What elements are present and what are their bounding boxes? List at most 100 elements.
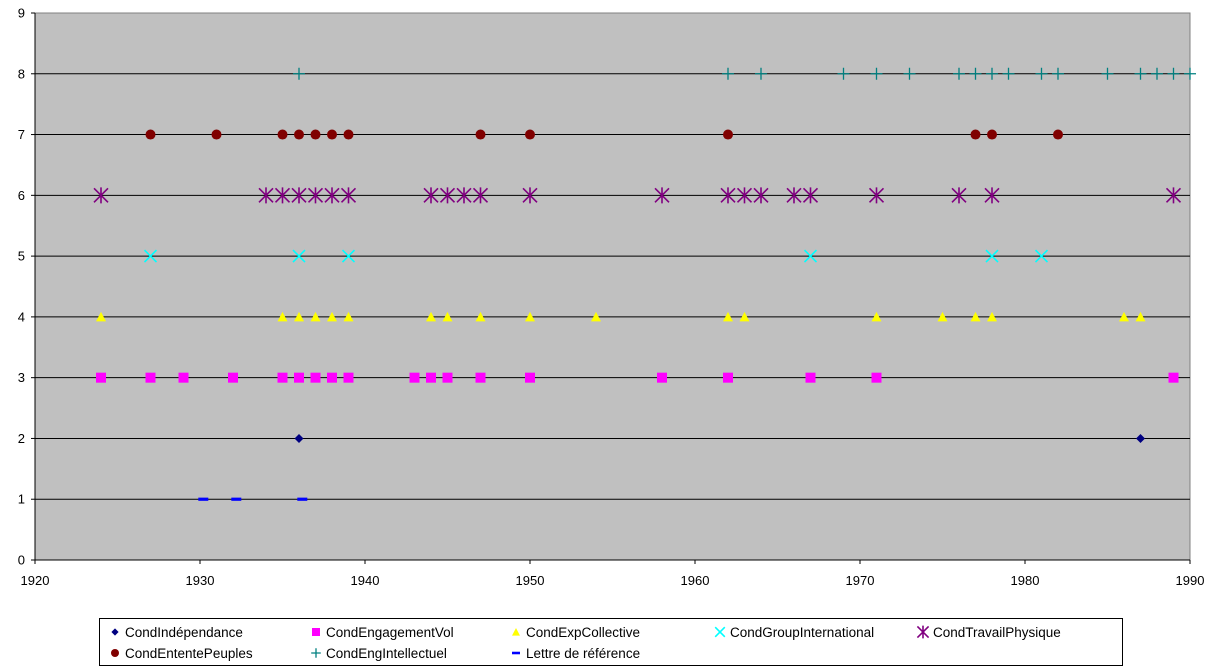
legend-label: CondExpCollective <box>526 624 641 640</box>
data-point <box>739 311 750 322</box>
data-point <box>343 311 354 322</box>
series-square <box>96 372 1179 383</box>
y-tick-label: 7 <box>18 127 25 142</box>
axes <box>34 13 1190 561</box>
data-point <box>324 187 340 204</box>
data-point <box>310 311 321 322</box>
data-point <box>1184 67 1196 80</box>
data-point <box>277 311 288 322</box>
plot-area <box>34 12 1191 561</box>
data-point <box>1167 67 1180 80</box>
data-point <box>343 372 354 383</box>
data-point <box>294 311 304 322</box>
legend-label: Lettre de référence <box>526 645 641 661</box>
data-point <box>522 187 538 204</box>
data-point <box>868 187 885 204</box>
y-tick-label: 2 <box>18 431 25 446</box>
data-point <box>986 67 998 80</box>
legend-item: CondGroupInternational <box>713 622 874 642</box>
data-point <box>442 311 453 322</box>
data-point <box>426 311 436 322</box>
data-point <box>475 129 486 140</box>
data-point <box>937 311 948 322</box>
data-point <box>970 129 981 140</box>
legend-item: CondEntentePeuples <box>108 643 253 663</box>
y-tick-label: 3 <box>18 370 25 385</box>
legend-marker-icon <box>512 651 520 655</box>
legend-marker-icon <box>512 628 520 636</box>
data-point <box>96 311 106 322</box>
data-point <box>341 249 356 263</box>
series-asterisk <box>93 187 1182 204</box>
data-point <box>802 187 819 204</box>
data-point <box>292 249 306 263</box>
x-tick-label: 1960 <box>681 573 710 588</box>
data-point <box>456 187 472 204</box>
data-point <box>1034 249 1049 263</box>
x-tick-label: 1940 <box>351 573 380 588</box>
data-point <box>525 372 535 383</box>
x-axis-ticks: 1920 1930 1940 1950 1960 1970 1980 1990 <box>21 560 1205 588</box>
data-point <box>439 187 456 204</box>
data-point <box>409 372 420 383</box>
y-tick-label: 9 <box>18 6 25 21</box>
data-point <box>969 67 982 80</box>
legend-marker-icon <box>714 626 726 638</box>
legend-marker-icon <box>311 648 321 658</box>
data-point <box>475 372 486 383</box>
data-point <box>953 67 965 80</box>
data-point <box>753 187 769 204</box>
data-point <box>294 372 304 383</box>
legend-item: CondTravailPhysique <box>916 622 1061 642</box>
legend-marker-icon <box>916 625 930 639</box>
y-axis-ticks: 0 1 2 3 4 5 6 7 8 9 <box>18 6 35 568</box>
legend-marker <box>312 628 320 636</box>
gridlines <box>35 73 1190 500</box>
data-point <box>723 311 733 322</box>
data-point <box>143 249 158 263</box>
y-tick-label: 8 <box>18 66 25 81</box>
data-point <box>475 311 486 322</box>
data-point <box>327 129 337 140</box>
data-point <box>1168 372 1179 383</box>
data-point <box>96 372 106 383</box>
series-diamond <box>294 433 1145 443</box>
legend-item: CondIndépendance <box>108 622 243 642</box>
data-point <box>293 67 305 80</box>
data-point <box>198 497 209 501</box>
data-point <box>1052 67 1064 80</box>
y-tick-label: 4 <box>18 309 25 324</box>
legend-marker <box>311 648 321 658</box>
legend-item: CondEngIntellectuel <box>309 643 447 663</box>
data-point <box>871 372 882 383</box>
data-point <box>786 187 802 204</box>
x-tick-label: 1930 <box>186 573 215 588</box>
series-plus <box>293 67 1196 80</box>
legend-marker-icon <box>111 628 119 636</box>
data-point <box>145 129 156 140</box>
series-x <box>143 249 1049 263</box>
data-point <box>1053 129 1063 140</box>
data-point <box>294 433 304 443</box>
data-point <box>307 187 324 204</box>
legend-marker <box>512 628 520 636</box>
data-point <box>340 187 357 204</box>
data-point <box>657 372 667 383</box>
data-point <box>1119 311 1129 322</box>
legend-label: CondTravailPhysique <box>933 624 1061 640</box>
data-point <box>951 187 967 204</box>
data-point <box>291 187 307 204</box>
data-point <box>93 187 109 204</box>
x-tick-label: 1920 <box>21 573 50 588</box>
data-point <box>310 129 321 140</box>
y-tick-label: 1 <box>18 492 25 507</box>
data-point <box>805 372 816 383</box>
data-point <box>228 372 238 383</box>
data-point <box>1101 67 1114 80</box>
data-point <box>755 67 767 80</box>
x-tick-label: 1990 <box>1176 573 1205 588</box>
data-point <box>277 372 288 383</box>
data-point <box>297 497 308 501</box>
data-point <box>178 372 189 383</box>
data-point <box>654 187 670 204</box>
